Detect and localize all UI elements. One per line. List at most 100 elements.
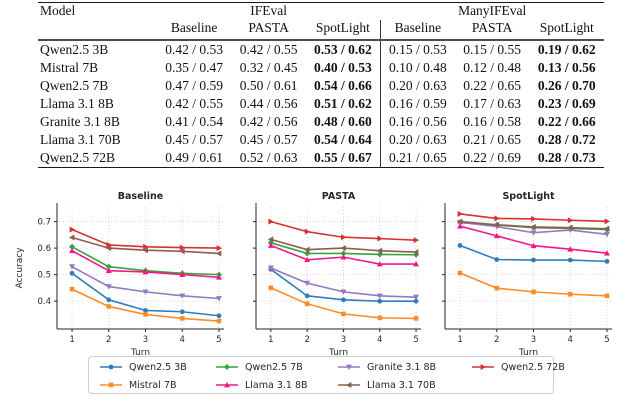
value-cell: 0.35 / 0.47	[165, 59, 223, 75]
value-cell: 0.16 / 0.56	[379, 113, 455, 131]
data-point-marker	[493, 221, 500, 228]
model-name-cell: Granite 3.1 8B	[40, 113, 120, 129]
x-axis-label: Turn	[130, 348, 150, 356]
series-line	[270, 238, 417, 253]
table-subheader: Baseline	[379, 20, 455, 40]
data-point-marker	[268, 285, 274, 291]
data-point-marker	[108, 364, 114, 370]
y-tick-label: 0.4	[37, 297, 51, 307]
data-point-marker	[143, 312, 148, 317]
value-cell: 0.28 / 0.73	[537, 149, 596, 165]
data-point-marker	[413, 249, 419, 256]
data-point-marker	[413, 298, 419, 304]
y-axis-label: Accuracy	[15, 247, 25, 289]
data-point-marker	[604, 258, 610, 264]
data-point-marker	[304, 228, 311, 235]
legend-entry: Qwen2.5 72B	[471, 362, 565, 373]
legend-marker-icon	[338, 364, 360, 370]
chart-legend: Qwen2.5 3B Mistral 7B Qwen2.5 7B Llama 3.1 …	[88, 356, 565, 394]
value-cell: 0.52 / 0.63	[239, 149, 298, 165]
data-point-marker	[376, 247, 383, 254]
data-point-marker	[531, 257, 536, 263]
x-tick-label: 2	[494, 335, 499, 345]
data-point-marker	[106, 304, 112, 309]
legend-label: Llama 3.1 8B	[245, 379, 308, 391]
data-point-marker	[603, 225, 610, 232]
data-point-marker	[413, 261, 420, 267]
table-row: Qwen2.5 72B 0.49 / 0.61 0.52 / 0.63 0.55 / …	[38, 149, 604, 168]
data-point-marker	[69, 243, 76, 250]
x-tick-label: 5	[216, 335, 221, 345]
data-point-marker	[376, 293, 383, 299]
results-table: Model IFEval ManyIFEval Baseline PASTA SpotLi…	[38, 2, 604, 168]
value-cell: 0.55 / 0.67	[313, 149, 372, 165]
table-group-header: IFEval	[250, 3, 287, 19]
data-point-marker	[268, 218, 274, 225]
table-header-model: Model	[40, 3, 76, 19]
x-tick-label: 1	[457, 335, 462, 345]
model-name-cell: Mistral 7B	[40, 59, 99, 75]
x-tick-label: 1	[69, 335, 74, 345]
data-point-marker	[304, 293, 310, 299]
data-point-marker	[108, 382, 114, 388]
data-point-marker	[603, 250, 610, 256]
x-axis-label: Turn	[518, 348, 538, 356]
data-point-marker	[377, 315, 383, 321]
data-point-marker	[216, 245, 222, 252]
value-cell: 0.54 / 0.64	[313, 131, 372, 147]
data-point-marker	[216, 313, 222, 319]
legend-entry: Mistral 7B	[99, 380, 215, 391]
data-point-marker	[143, 243, 149, 250]
value-cell: 0.19 / 0.62	[537, 41, 596, 57]
value-cell: 0.53 / 0.62	[313, 41, 372, 57]
model-name-cell: Llama 3.1 70B	[40, 131, 121, 147]
data-point-marker	[493, 232, 500, 239]
value-cell: 0.22 / 0.65	[463, 77, 522, 93]
value-cell: 0.16 / 0.58	[463, 113, 522, 129]
model-name-cell: Llama 3.1 8B	[40, 95, 114, 111]
chart-title: PASTA	[322, 191, 356, 202]
data-point-marker	[531, 289, 536, 295]
legend-entry: Llama 3.1 70B	[337, 380, 471, 391]
data-point-marker	[69, 247, 76, 254]
data-point-marker	[215, 250, 222, 257]
data-point-marker	[142, 247, 148, 254]
data-point-marker	[603, 231, 610, 238]
legend-label: Mistral 7B	[129, 379, 177, 391]
legend-entry: Qwen2.5 3B	[99, 362, 215, 373]
value-cell: 0.45 / 0.57	[165, 131, 223, 147]
value-cell: 0.28 / 0.72	[537, 131, 596, 147]
data-point-marker	[69, 226, 76, 233]
data-point-marker	[106, 241, 112, 248]
model-name-cell: Qwen2.5 7B	[40, 77, 109, 93]
legend-entry: Qwen2.5 7B	[215, 362, 337, 373]
value-cell: 0.15 / 0.53	[379, 40, 455, 59]
value-cell: 0.10 / 0.48	[379, 59, 455, 77]
legend-entry: Llama 3.1 8B	[215, 380, 337, 391]
legend-marker-icon	[100, 382, 122, 388]
data-point-marker	[69, 264, 76, 270]
value-cell: 0.26 / 0.70	[537, 77, 596, 93]
data-point-marker	[216, 318, 222, 324]
data-point-marker	[179, 244, 186, 251]
model-name-cell: Qwen2.5 3B	[40, 41, 109, 57]
data-point-marker	[142, 268, 149, 275]
data-point-marker	[567, 291, 573, 297]
table-row: Llama 3.1 70B 0.45 / 0.57 0.45 / 0.57 0.54 …	[38, 131, 604, 149]
data-point-marker	[340, 250, 347, 257]
data-point-marker	[494, 257, 500, 262]
legend-marker-icon	[100, 364, 122, 370]
data-point-marker	[413, 237, 420, 244]
data-point-marker	[376, 251, 383, 258]
data-point-marker	[567, 224, 573, 231]
value-cell: 0.44 / 0.56	[239, 95, 298, 111]
value-cell: 0.49 / 0.61	[165, 149, 223, 165]
data-point-marker	[530, 230, 537, 236]
data-point-marker	[215, 296, 222, 302]
table-group-header: ManyIFEval	[458, 3, 527, 19]
data-point-marker	[567, 217, 574, 224]
data-point-marker	[179, 271, 186, 278]
table-subheader: Baseline	[170, 20, 218, 36]
value-cell: 0.13 / 0.56	[537, 59, 596, 75]
legend-label: Llama 3.1 70B	[367, 379, 436, 391]
